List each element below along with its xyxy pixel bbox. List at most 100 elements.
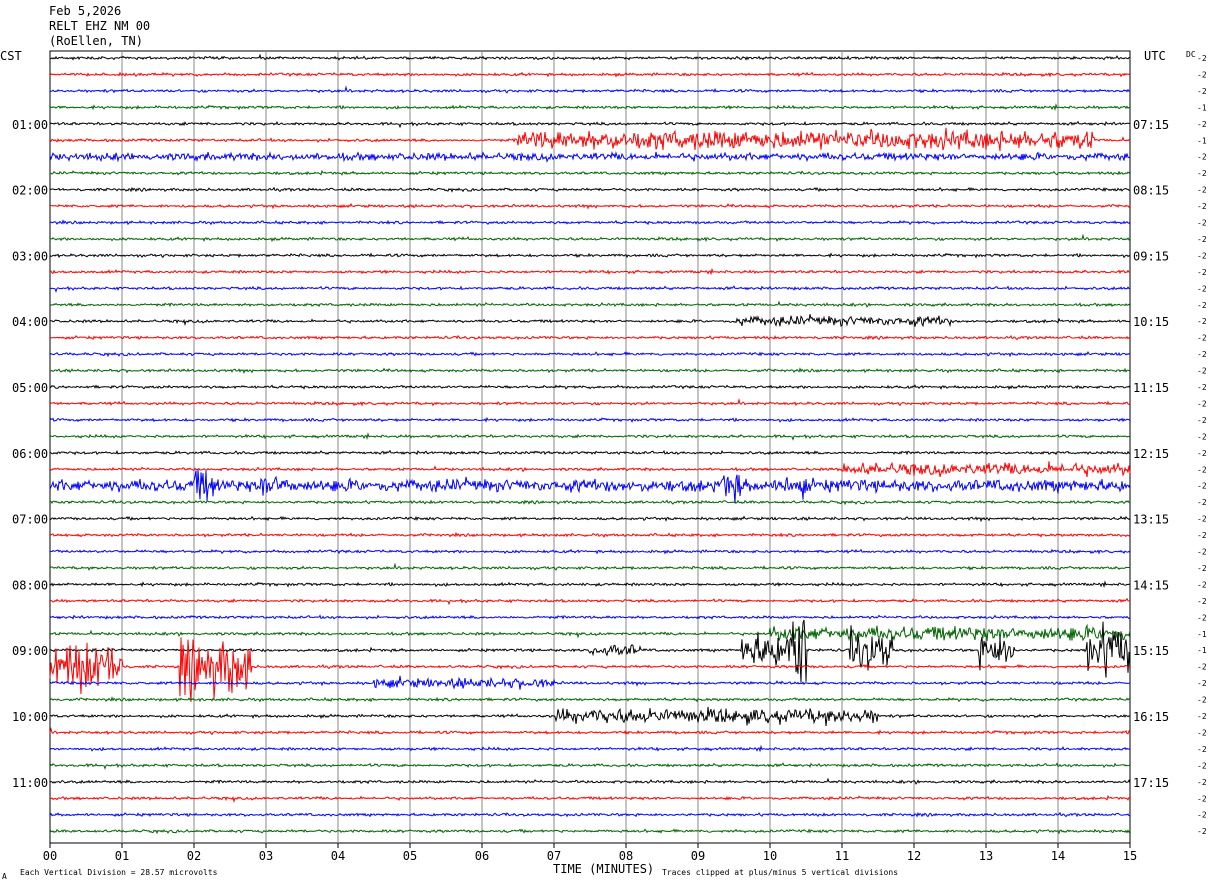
x-tick-label: 05 (403, 849, 417, 863)
dc-offset-label: -2 (1197, 367, 1207, 376)
dc-offset-label: -2 (1197, 432, 1207, 441)
trace-46 (49, 794, 1131, 804)
dc-offset-label: -2 (1197, 761, 1207, 770)
left-hour-label: 06:00 (12, 447, 48, 461)
dc-offset-label: -2 (1197, 531, 1207, 540)
header-station: RELT EHZ NM 00 (49, 19, 151, 33)
x-tick-label: 11 (835, 849, 849, 863)
trace-8 (50, 169, 1131, 176)
left-hour-label: 05:00 (12, 381, 48, 395)
dc-label: DC (1186, 50, 1196, 59)
trace-15 (49, 285, 1131, 293)
dc-offset-label: -2 (1197, 120, 1207, 129)
dc-offset-label: -2 (1197, 383, 1207, 392)
dc-offset-label: -2 (1197, 712, 1207, 721)
x-tick-label: 08 (619, 849, 633, 863)
dc-offset-label: -2 (1197, 597, 1207, 606)
left-timezone-label: CST (0, 49, 22, 63)
trace-20 (49, 367, 1131, 375)
plot-frame (49, 50, 1131, 844)
trace-27 (49, 469, 1131, 504)
trace-3 (49, 85, 1131, 94)
right-timezone-label: UTC (1144, 49, 1166, 63)
left-hour-label: 08:00 (12, 578, 48, 592)
dc-offset-label: -2 (1197, 580, 1207, 589)
x-tick-label: 04 (331, 849, 345, 863)
trace-40 (49, 696, 1131, 703)
left-hour-label: 01:00 (12, 118, 48, 132)
dc-offset-label: -2 (1197, 317, 1207, 326)
trace-28 (49, 499, 1131, 506)
dc-offset-label: -2 (1197, 284, 1207, 293)
left-hour-label: 03:00 (12, 249, 48, 263)
dc-offset-label: -2 (1197, 613, 1207, 622)
trace-30 (49, 531, 1131, 538)
dc-offset-label: -2 (1197, 564, 1207, 573)
trace-34 (49, 597, 1131, 606)
dc-offset-label: -2 (1197, 399, 1207, 408)
right-hour-label: 10:15 (1133, 315, 1169, 329)
header-date: Feb 5,2026 (49, 4, 122, 18)
trace-7 (49, 150, 1131, 163)
dc-offset-label: -2 (1197, 679, 1207, 688)
left-hour-label: 02:00 (12, 184, 48, 198)
dc-offset-label: -2 (1197, 70, 1207, 79)
left-hour-label: 07:00 (12, 513, 48, 527)
dc-offset-label: -2 (1197, 350, 1207, 359)
right-hour-label: 07:15 (1133, 118, 1169, 132)
footer-scale-note: Each Vertical Division = 28.57 microvolt… (20, 868, 218, 877)
dc-offset-label: -2 (1197, 251, 1207, 260)
trace-47 (49, 811, 1131, 818)
dc-offset-label: -2 (1197, 219, 1207, 228)
right-hour-label: 16:15 (1133, 710, 1169, 724)
trace-43 (49, 744, 1131, 753)
right-hour-label: 15:15 (1133, 644, 1169, 658)
left-hour-label: 04:00 (12, 315, 48, 329)
dc-offset-label: -2 (1197, 449, 1207, 458)
trace-44 (49, 762, 1131, 770)
x-axis-title: TIME (MINUTES) (553, 862, 655, 876)
dc-offset-label: -2 (1197, 153, 1207, 162)
trace-10 (49, 202, 1131, 210)
footer-clip-note: Traces clipped at plus/minus 5 vertical … (662, 868, 899, 877)
dc-offset-label: -2 (1197, 169, 1207, 178)
dc-offset-label: -2 (1197, 811, 1207, 820)
trace-14 (49, 267, 1131, 276)
right-hour-label: 12:15 (1133, 447, 1169, 461)
dc-offset-label: -2 (1197, 794, 1207, 803)
x-tick-label: 09 (691, 849, 705, 863)
trace-23 (49, 416, 1131, 424)
right-hour-label: 17:15 (1133, 776, 1169, 790)
trace-18 (49, 334, 1131, 341)
dc-offset-label: -2 (1197, 235, 1207, 244)
dc-offset-label: -2 (1197, 663, 1207, 672)
trace-19 (49, 351, 1131, 358)
trace-26 (49, 461, 1131, 478)
x-tick-label: 10 (763, 849, 777, 863)
right-hour-label: 14:15 (1133, 578, 1169, 592)
dc-offset-label: -2 (1197, 498, 1207, 507)
dc-offset-label: -1 (1197, 630, 1207, 639)
trace-25 (49, 449, 1131, 456)
trace-2 (49, 71, 1131, 78)
trace-31 (49, 548, 1131, 555)
trace-32 (49, 562, 1131, 571)
dc-offset-label: -2 (1197, 301, 1207, 310)
x-tick-label: 02 (187, 849, 201, 863)
dc-offset-label: -2 (1197, 334, 1207, 343)
dc-offset-label: -2 (1197, 268, 1207, 277)
trace-35 (49, 614, 1131, 620)
trace-12 (50, 233, 1131, 243)
right-hour-label: 08:15 (1133, 184, 1169, 198)
x-tick-label: 14 (1051, 849, 1065, 863)
dc-offset-label: -2 (1197, 778, 1207, 787)
x-tick-label: 01 (115, 849, 129, 863)
trace-48 (49, 828, 1131, 835)
x-tick-label: 12 (907, 849, 921, 863)
trace-21 (49, 384, 1131, 391)
dc-offset-label: -1 (1197, 136, 1207, 145)
dc-offset-label: -2 (1197, 696, 1207, 705)
dc-offset-label: -2 (1197, 515, 1207, 524)
dc-offset-label: -2 (1197, 548, 1207, 557)
